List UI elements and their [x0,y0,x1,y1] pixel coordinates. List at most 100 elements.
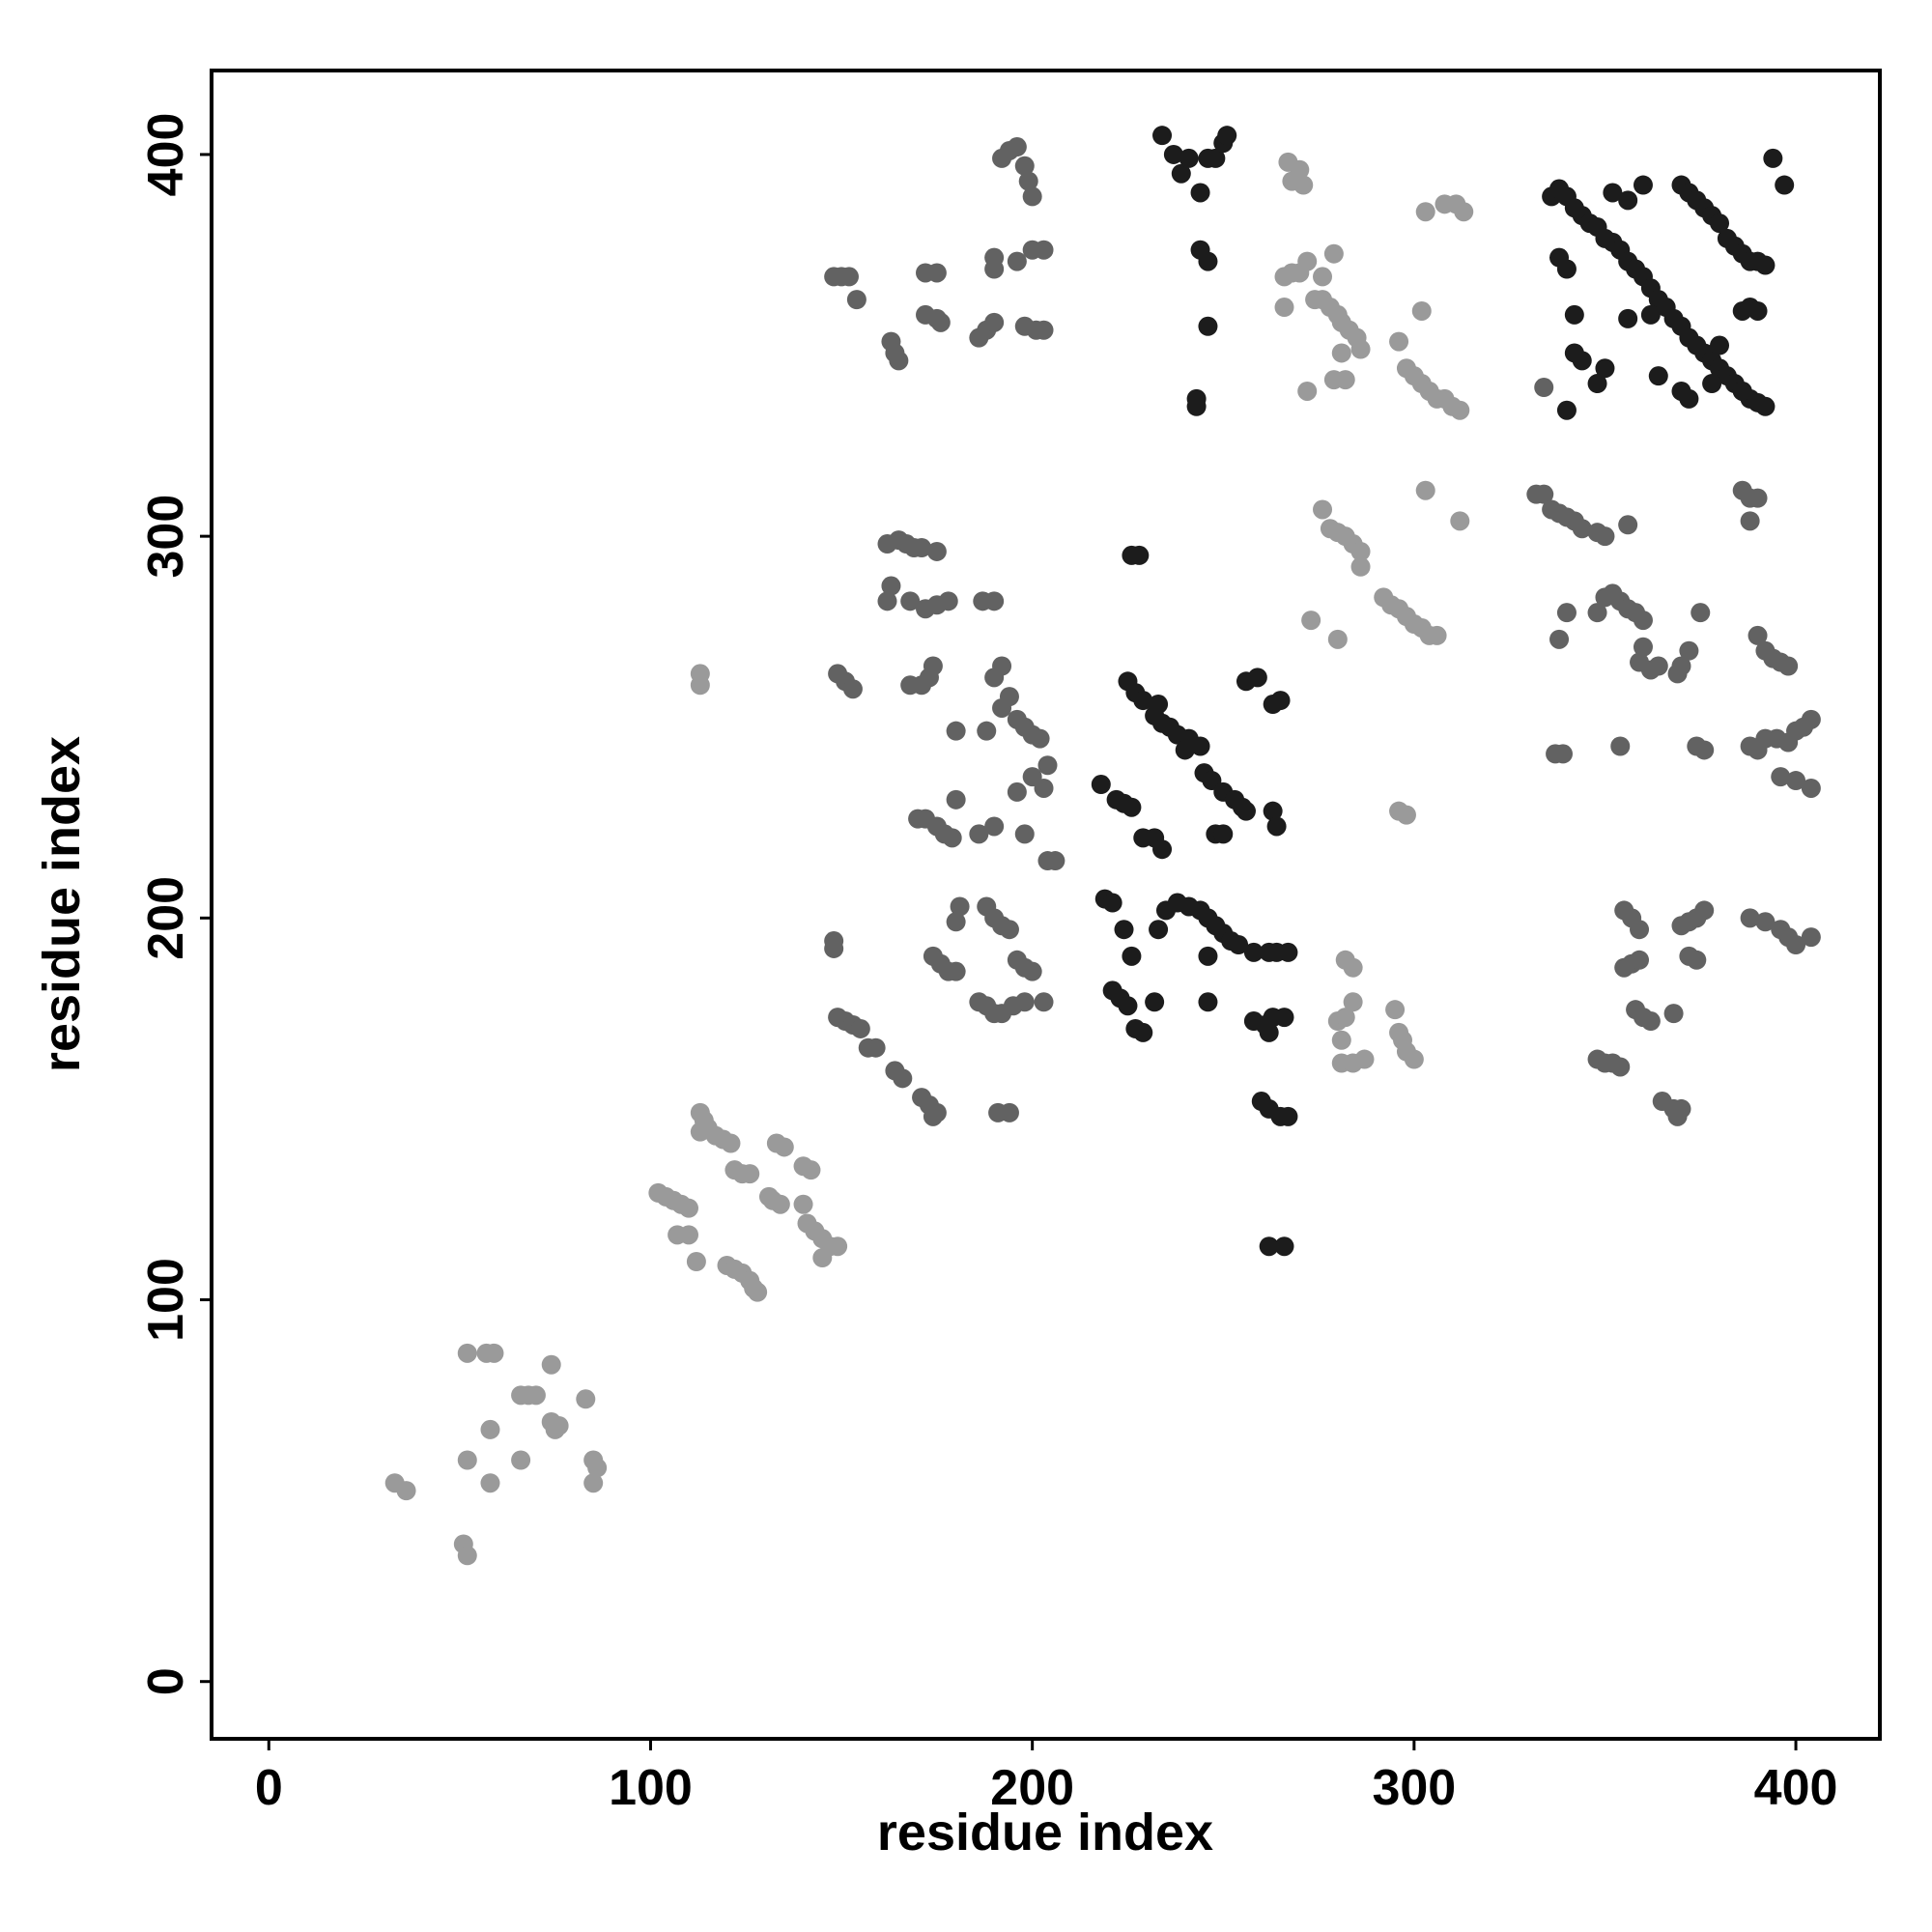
point [1415,202,1435,222]
point [1236,801,1256,821]
point [1133,691,1153,711]
point [1755,396,1776,416]
point [1022,961,1042,981]
point [1003,996,1023,1016]
point [1350,541,1371,561]
point [950,896,970,917]
point [1396,805,1416,825]
point [984,247,1005,268]
point [583,1473,604,1493]
point [396,1481,416,1501]
point [686,1252,706,1272]
point [1171,163,1191,184]
point [1122,797,1142,817]
point [678,1225,698,1245]
point [999,920,1019,940]
point [1618,308,1638,328]
point [881,576,901,596]
point [1290,159,1310,180]
point [1786,934,1806,954]
point [969,824,989,844]
point [1030,728,1050,749]
point [1217,126,1237,146]
point [1572,519,1592,539]
point [1687,950,1707,970]
point [1323,243,1344,264]
point [1247,668,1267,688]
point [1198,992,1218,1012]
point [793,1194,813,1214]
point [1263,801,1283,821]
point [1034,240,1054,260]
point [1022,186,1042,207]
point [1610,1057,1631,1077]
point [1014,156,1035,176]
point [1350,556,1371,577]
point [1259,1236,1279,1257]
point [1018,171,1038,191]
point [1118,996,1138,1016]
point-series [824,137,1821,1126]
point [1331,343,1351,363]
point [1034,320,1054,340]
point [1404,1049,1424,1069]
point [1313,499,1333,520]
point [828,1236,848,1257]
point [1129,545,1150,565]
y-tick-label: 300 [138,495,194,579]
point [1427,625,1447,645]
point [1293,175,1314,195]
point [942,828,962,848]
y-axis-label: residue index [33,736,91,1072]
plot-frame [210,69,1882,1741]
x-axis-label: residue index [877,1804,1213,1861]
point [1679,388,1699,409]
point [1229,934,1249,954]
point [926,263,947,283]
point [1297,251,1318,271]
point [1149,695,1169,715]
point [1667,1106,1688,1126]
point [838,267,859,287]
point [1755,255,1776,275]
point [1747,300,1768,321]
point [923,656,943,676]
point [1034,778,1054,798]
point [1710,213,1730,234]
point [1633,637,1653,657]
point [1556,400,1577,420]
point [1385,1000,1406,1020]
point [457,1343,477,1363]
point [889,351,909,371]
point [1763,148,1783,168]
x-tick-label: 400 [1754,1760,1838,1816]
point [457,1546,477,1566]
point [1587,374,1607,394]
point [1618,515,1638,535]
point [812,1248,833,1268]
point [992,656,1012,676]
point [824,938,844,958]
point [1297,381,1318,401]
point [984,312,1005,332]
point [1450,400,1470,420]
point [946,912,966,932]
point [1633,175,1653,195]
point [1243,942,1264,962]
point [1587,603,1607,623]
point [549,1415,569,1435]
point [1259,1022,1279,1042]
point [1710,335,1730,355]
point [1037,755,1058,776]
point [1801,709,1821,729]
point [1694,900,1715,921]
point [1213,824,1234,844]
point [1648,366,1668,386]
point [1114,920,1134,940]
point [984,816,1005,837]
point [1190,183,1210,203]
point [1145,992,1165,1012]
point [946,961,966,981]
point [1534,484,1554,504]
